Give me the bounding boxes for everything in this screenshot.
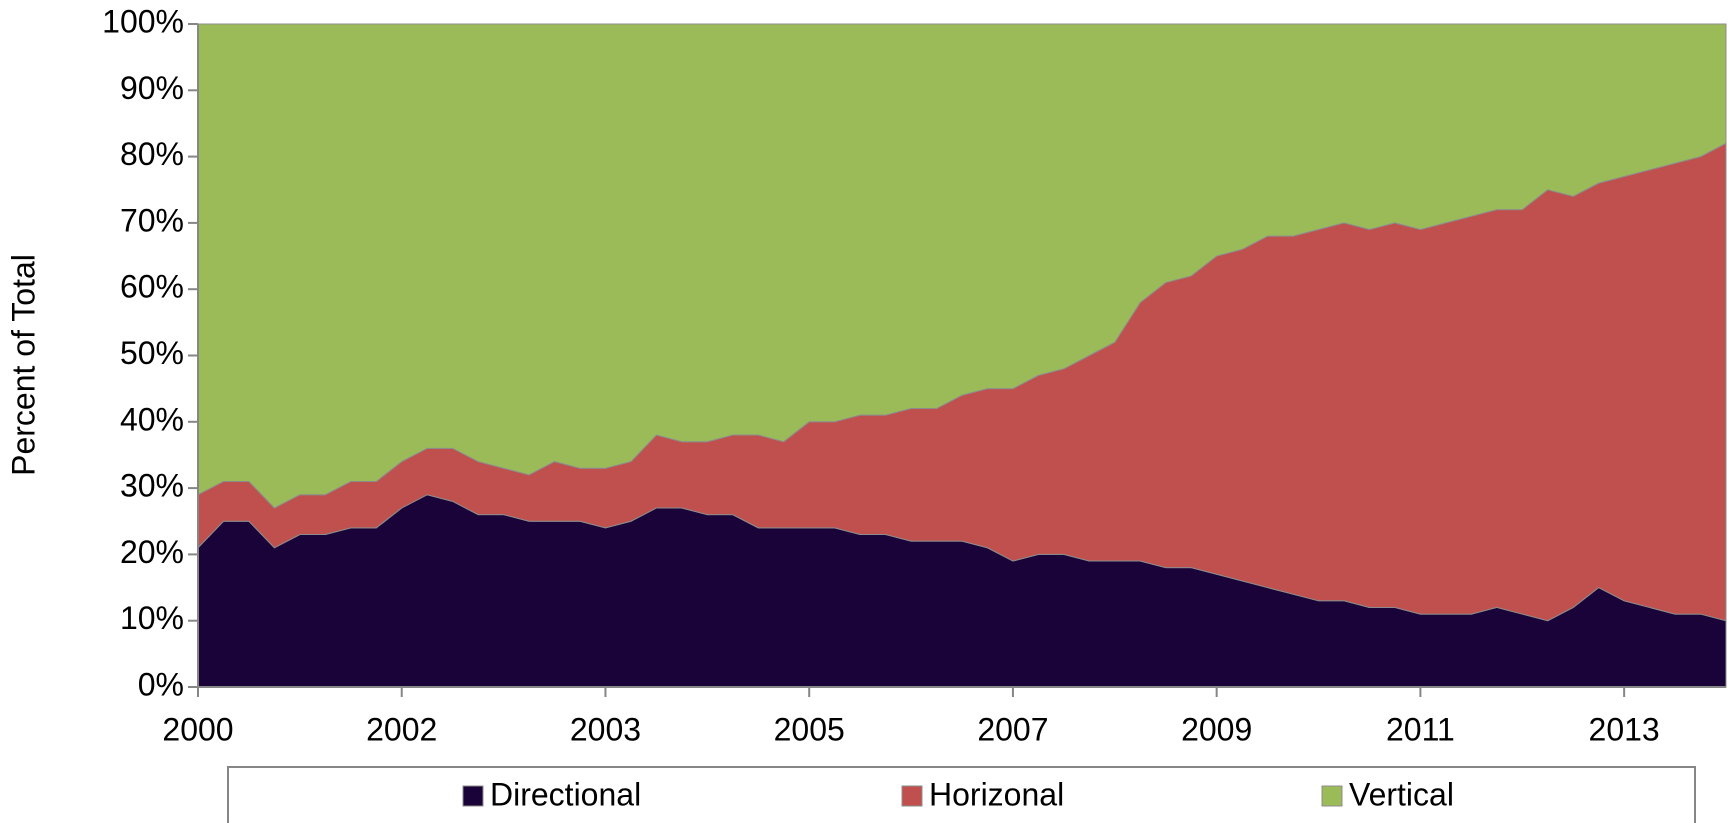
- legend-swatch: [901, 785, 923, 807]
- y-tick-label: 70%: [120, 202, 184, 238]
- x-tick-label: 2002: [366, 711, 437, 747]
- y-tick-label: 60%: [120, 269, 184, 305]
- y-tick-label: 90%: [120, 70, 184, 106]
- y-tick-label: 50%: [120, 335, 184, 371]
- legend-label: Vertical: [1349, 776, 1454, 812]
- y-tick-label: 30%: [120, 468, 184, 504]
- y-tick-label: 20%: [120, 534, 184, 570]
- legend-label: Directional: [490, 776, 641, 812]
- y-tick-label: 100%: [102, 3, 184, 39]
- legend-swatch: [462, 785, 484, 807]
- x-tick-label: 2009: [1181, 711, 1252, 747]
- y-tick-label: 80%: [120, 136, 184, 172]
- legend-label: Horizonal: [929, 776, 1064, 812]
- x-tick-label: 2005: [774, 711, 845, 747]
- y-tick-label: 40%: [120, 401, 184, 437]
- y-tick-label: 10%: [120, 600, 184, 636]
- area: [197, 23, 1727, 509]
- x-tick-label: 2003: [570, 711, 641, 747]
- x-tick-label: 2013: [1589, 711, 1660, 747]
- y-axis-label: Percent of Total: [5, 254, 41, 476]
- x-tick-label: 2000: [162, 711, 233, 747]
- legend-swatch: [1321, 785, 1343, 807]
- x-tick-label: 2007: [977, 711, 1048, 747]
- y-tick-label: 0%: [138, 666, 184, 702]
- x-tick-label: 2011: [1386, 711, 1455, 747]
